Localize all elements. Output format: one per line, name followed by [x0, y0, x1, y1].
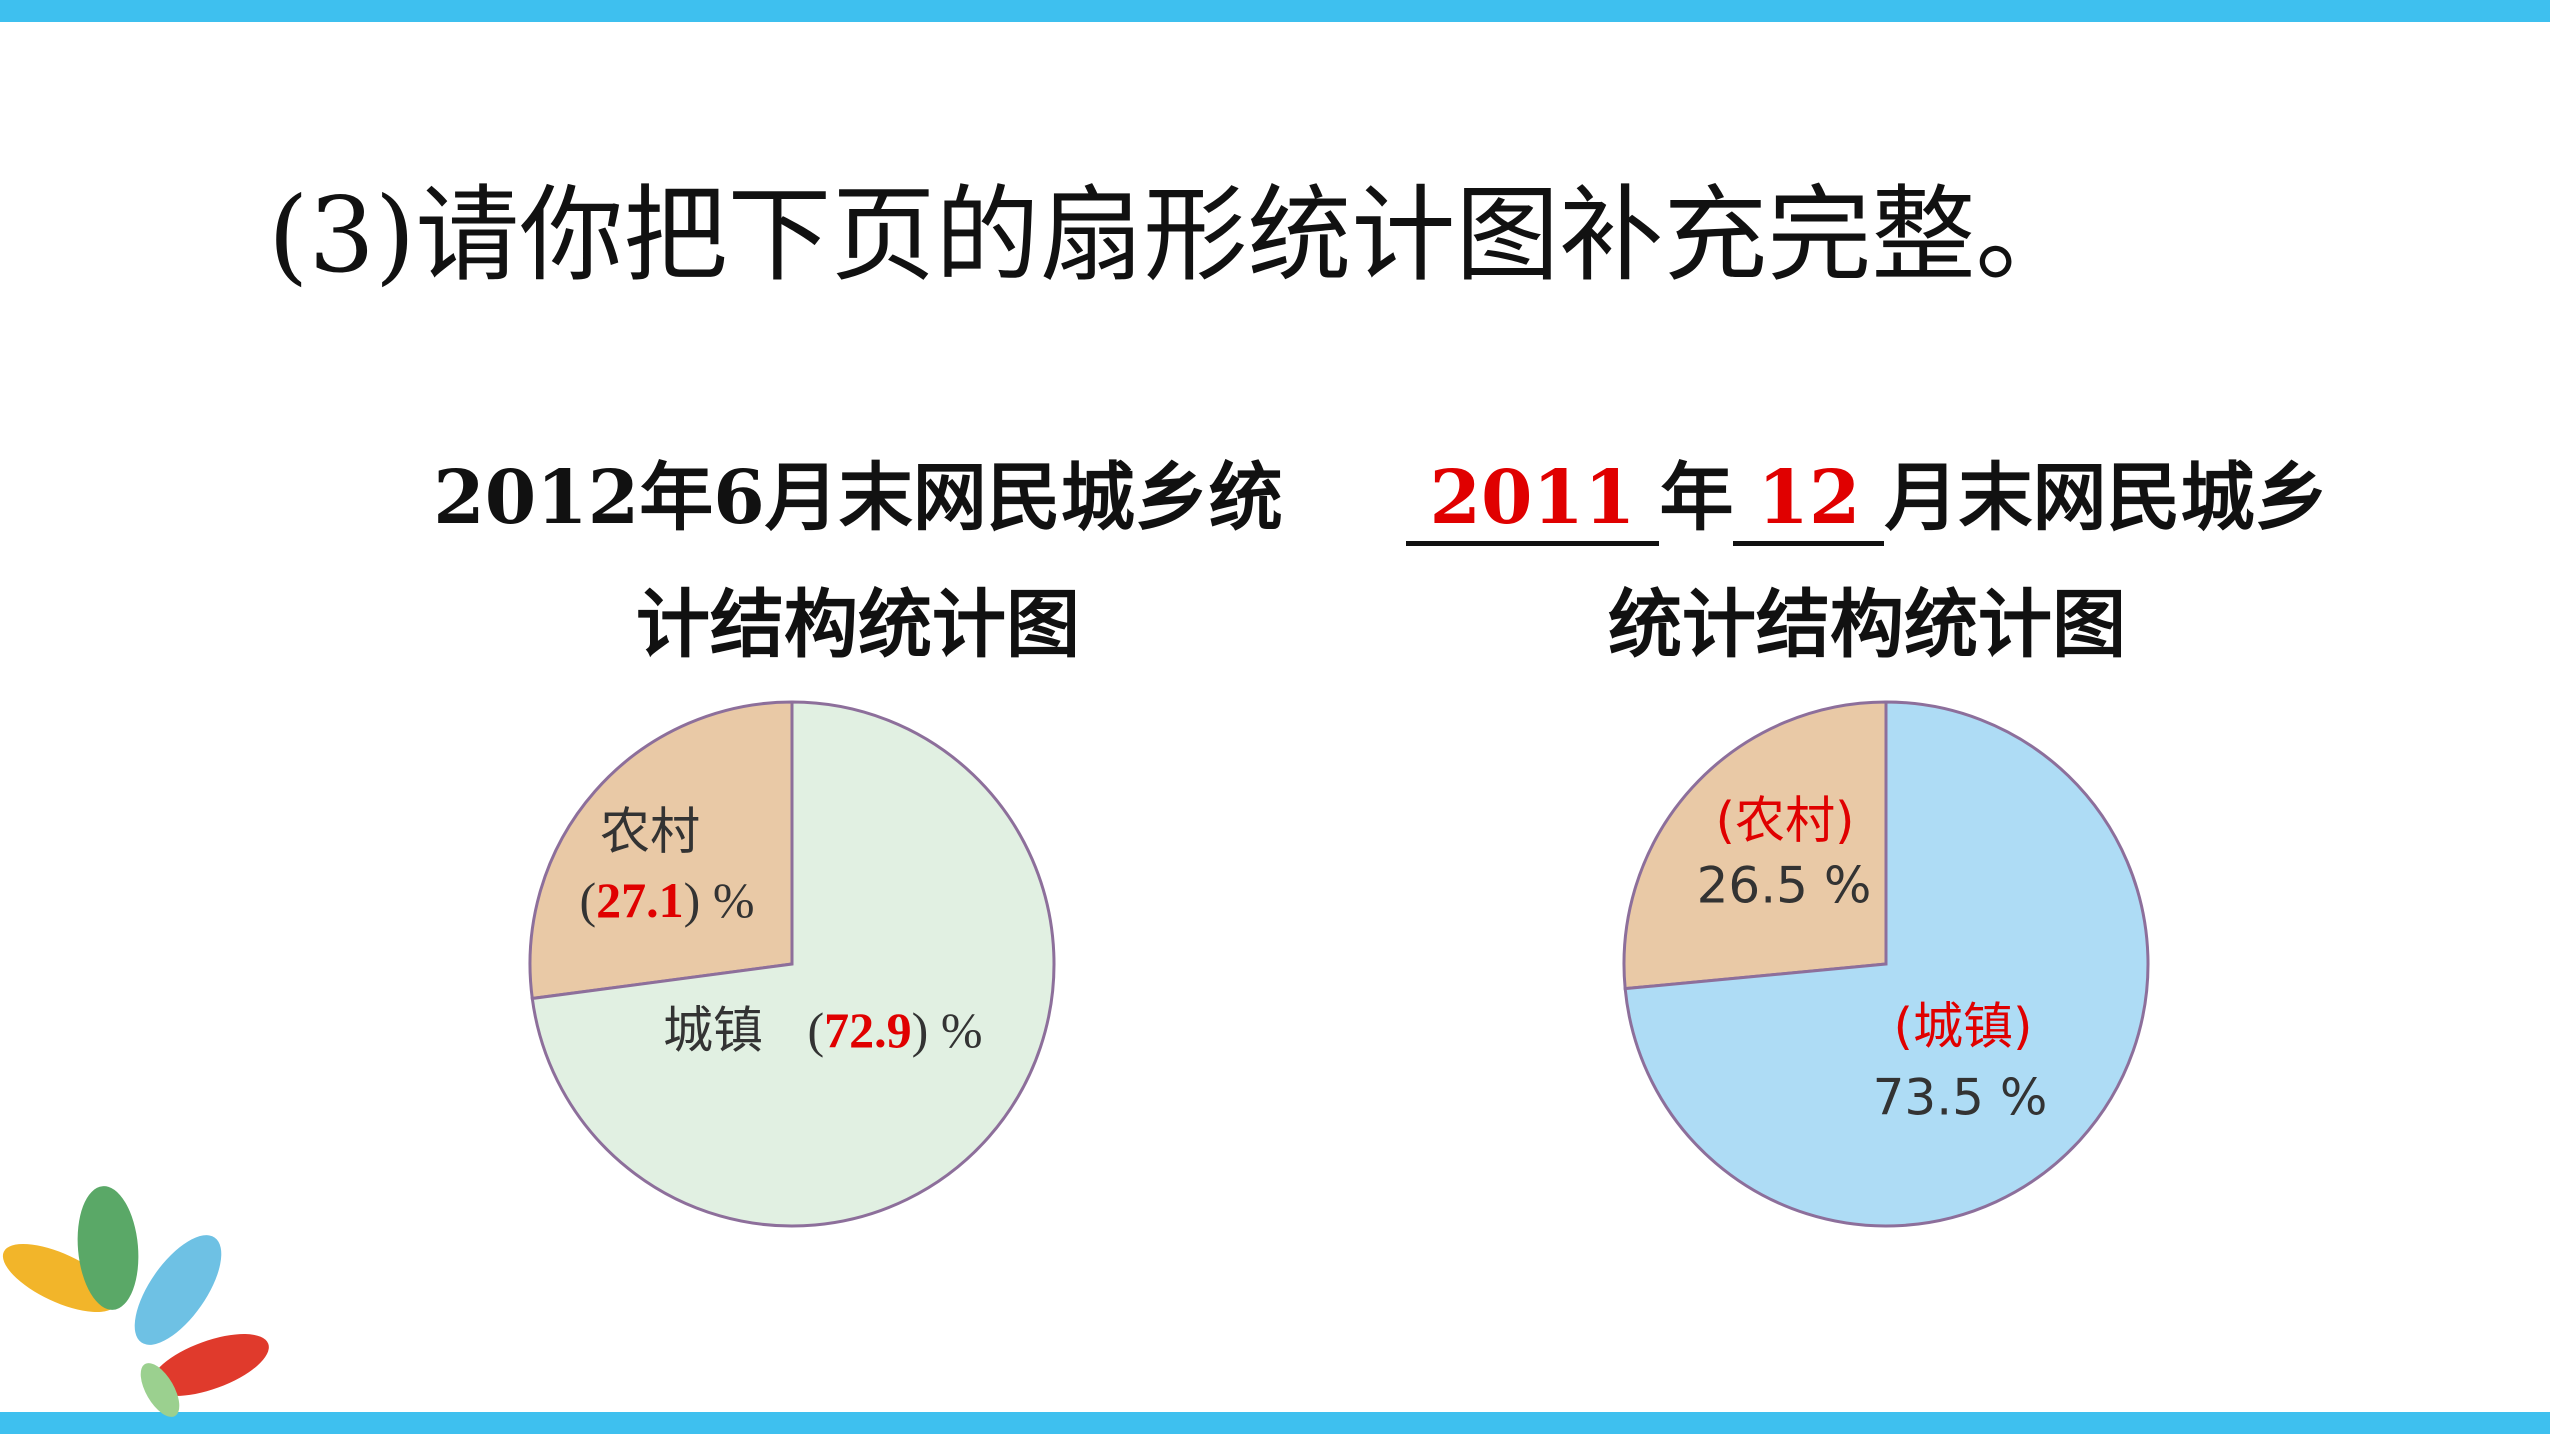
top-bar — [0, 0, 2550, 22]
title-text: 年 — [1659, 455, 1734, 541]
category-label: 农村 — [600, 803, 700, 859]
answer-year: 2011 — [1405, 455, 1660, 546]
pie-slice — [1623, 700, 2150, 1228]
title-text: 月末网民城乡 — [1884, 455, 2329, 541]
value-label: 26.5 % — [1697, 857, 1872, 915]
logo — [2, 1186, 269, 1417]
chart-title: 2011 年 12 月末网民城乡 — [1367, 438, 2367, 546]
category-label: 城镇 — [663, 1002, 763, 1058]
category-label: (城镇) — [1893, 998, 2032, 1056]
slide-title: (3)请你把下页的扇形统计图补充完整。 — [268, 174, 2080, 296]
pie-slice — [530, 700, 1056, 1228]
pie-slice — [1622, 700, 1888, 991]
pie-slice — [528, 700, 794, 1001]
bottom-bar — [0, 1412, 2550, 1434]
value-label: (72.9) % — [808, 1002, 983, 1058]
chart-title: 计结构统计图 — [636, 582, 1080, 668]
value-label: 73.5 % — [1873, 1069, 2048, 1127]
answer-month: 12 — [1733, 455, 1885, 546]
value-label: (27.1) % — [580, 872, 755, 928]
category-label: (农村) — [1715, 792, 1854, 850]
chart-title: 2012年6月末网民城乡统 — [433, 455, 1283, 541]
chart-title: 统计结构统计图 — [1608, 582, 2126, 668]
